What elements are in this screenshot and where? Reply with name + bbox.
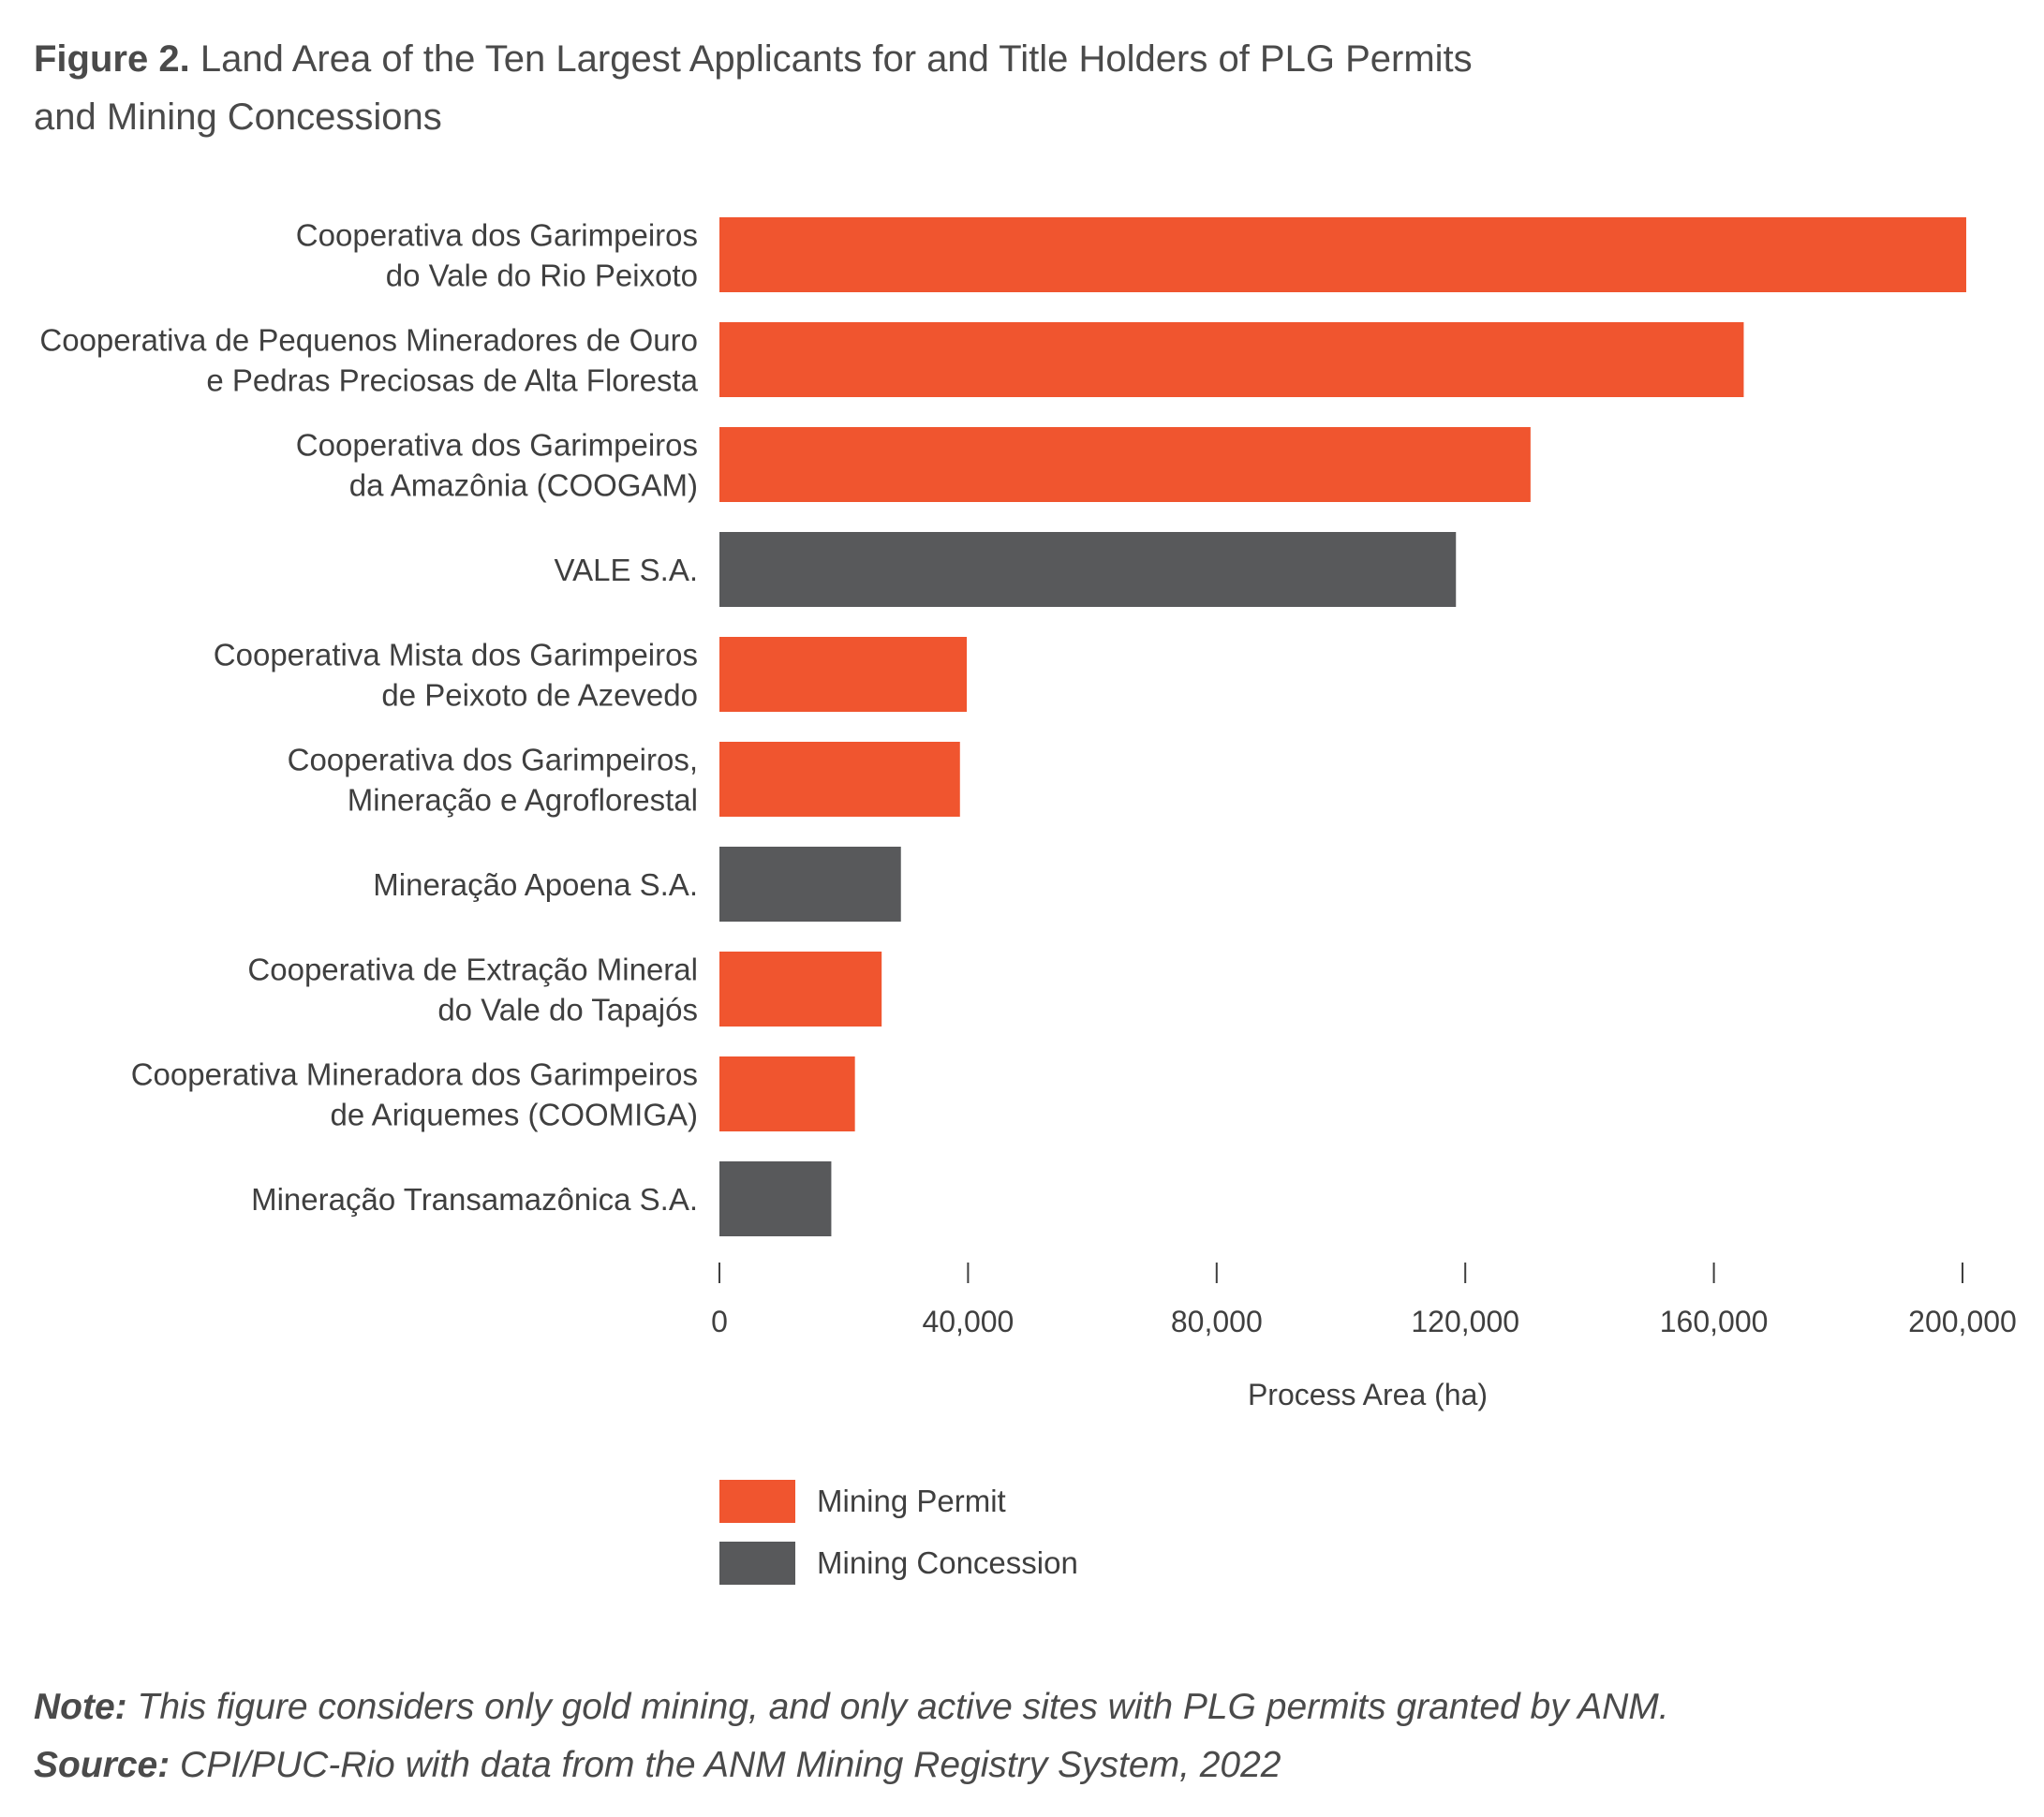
legend-swatch-2 <box>719 1542 795 1585</box>
figure-title-line1: Land Area of the Ten Largest Applicants … <box>200 38 1473 80</box>
bar-3 <box>719 427 1531 502</box>
bar-8 <box>719 952 882 1027</box>
category-label: Cooperativa dos Garimpeiros <box>296 218 698 253</box>
category-label: Cooperativa dos Garimpeiros, <box>288 743 698 777</box>
bar-chart: Cooperativa dos Garimpeiros do Vale do Ri… <box>39 217 2017 1585</box>
figure-title-line2: and Mining Concessions <box>34 96 442 138</box>
category-label: Cooperativa dos Garimpeiros <box>296 428 698 463</box>
note-text: This figure considers only gold mining, … <box>137 1687 1669 1727</box>
bar-5 <box>719 637 968 712</box>
bar-4 <box>719 532 1457 607</box>
legend-label: Mining Permit <box>817 1484 1006 1518</box>
note-label: Note: <box>34 1687 127 1727</box>
x-axis-label: Process Area (ha) <box>1248 1378 1488 1411</box>
bar-6 <box>719 742 960 817</box>
category-label: Cooperativa de Extração Mineral <box>247 953 698 987</box>
category-label: Cooperativa Mista dos Garimpeiros <box>214 638 698 672</box>
category-label: do Vale do Rio Peixoto <box>386 259 698 293</box>
figure-label: Figure 2. <box>34 38 190 80</box>
legend-swatch-1 <box>719 1480 795 1523</box>
category-label: Mineração Apoena S.A. <box>373 867 698 902</box>
source-text: CPI/PUC-Rio with data from the ANM Minin… <box>180 1745 1281 1785</box>
category-label: Mineração Transamazônica S.A. <box>251 1182 698 1217</box>
category-label: Mineração e Agroflorestal <box>348 783 698 818</box>
bar-9 <box>719 1056 855 1131</box>
x-tick-label: 40,000 <box>922 1305 1014 1338</box>
x-tick-label: 80,000 <box>1171 1305 1263 1338</box>
bar-10 <box>719 1161 832 1236</box>
x-tick-label: 200,000 <box>1908 1305 2017 1338</box>
category-label: de Ariquemes (COOMIGA) <box>331 1098 698 1132</box>
source-label: Source: <box>34 1745 170 1785</box>
x-tick-label: 120,000 <box>1411 1305 1519 1338</box>
x-tick-label: 0 <box>711 1305 728 1338</box>
category-label: Cooperativa Mineradora dos Garimpeiros <box>131 1057 698 1092</box>
note-line: Note: This figure considers only gold mi… <box>34 1678 2001 1736</box>
legend-label: Mining Concession <box>817 1545 1078 1580</box>
category-label: do Vale do Tapajós <box>437 993 698 1027</box>
source-line: Source: CPI/PUC-Rio with data from the A… <box>34 1736 2001 1795</box>
figure-notes: Note: This figure considers only gold mi… <box>34 1678 2001 1795</box>
bar-2 <box>719 322 1744 397</box>
bar-7 <box>719 847 901 922</box>
category-label: da Amazônia (COOGAM) <box>349 468 698 503</box>
category-label: VALE S.A. <box>555 553 698 587</box>
bar-1 <box>719 217 1966 292</box>
category-label: e Pedras Preciosas de Alta Floresta <box>206 363 698 398</box>
category-label: de Peixoto de Azevedo <box>381 678 698 713</box>
x-tick-label: 160,000 <box>1660 1305 1769 1338</box>
category-label: Cooperativa de Pequenos Mineradores de O… <box>39 323 698 358</box>
figure-title: Figure 2. Land Area of the Ten Largest A… <box>34 30 1814 146</box>
